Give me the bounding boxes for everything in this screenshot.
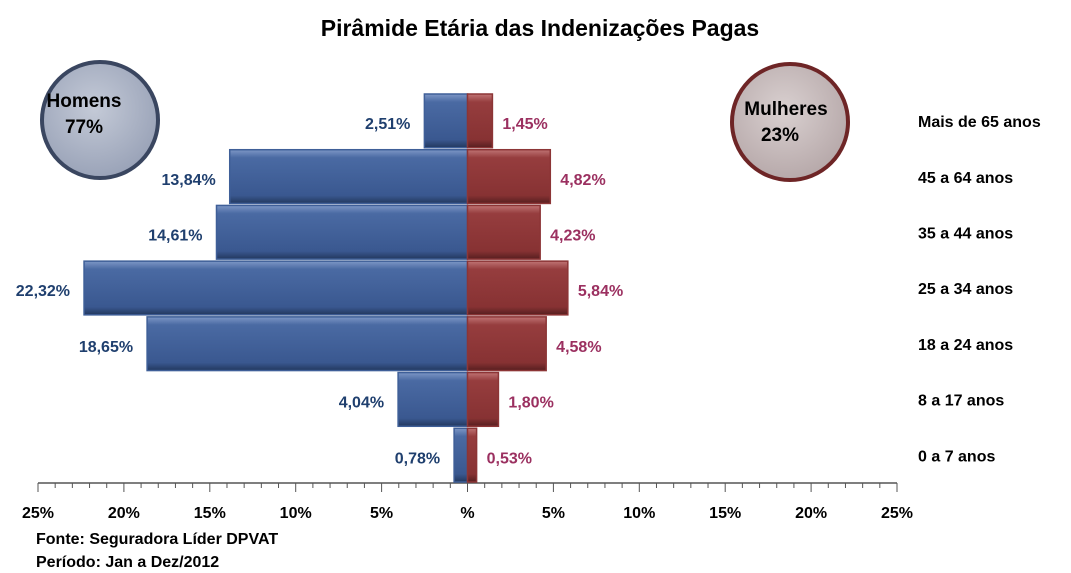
chart-title: Pirâmide Etária das Indenizações Pagas [321,15,759,41]
x-tick-label: % [460,505,474,522]
value-label: 13,84% [161,172,215,189]
period: Período: Jan a Dez/2012 [36,554,219,571]
value-label: 5,84% [578,283,623,300]
x-tick-label: 10% [280,505,312,522]
share-value: 23% [761,125,799,146]
x-tick-label: 15% [194,505,226,522]
value-label: 4,23% [550,228,595,245]
category-label: 25 a 34 anos [918,281,1013,298]
category-label: 45 a 64 anos [918,170,1013,187]
category-label: Mais de 65 anos [918,114,1041,131]
x-tick-label: 15% [709,505,741,522]
bar [466,260,569,316]
x-tick-label: 10% [623,505,655,522]
bar [466,427,478,483]
bar [228,148,469,205]
category-label: 35 a 44 anos [918,226,1013,243]
value-label: 4,04% [339,395,384,412]
share-name: Mulheres [744,99,827,120]
bar [453,427,469,483]
value-label: 1,80% [508,395,553,412]
bar [423,93,469,149]
bar [466,148,552,205]
x-tick-label: 20% [108,505,140,522]
x-tick-label: 5% [542,505,565,522]
bar [397,371,469,428]
bar [466,204,541,260]
value-label: 18,65% [79,339,133,356]
share-name: Homens [47,91,122,112]
bar [466,316,547,372]
value-label: 22,32% [16,283,70,300]
category-label: 0 a 7 anos [918,448,995,465]
value-label: 4,58% [556,339,601,356]
x-tick-label: 20% [795,505,827,522]
category-label: 8 a 17 anos [918,393,1004,410]
share-circle [40,60,160,180]
share-value: 77% [65,117,103,138]
x-tick-label: 25% [22,505,54,522]
value-label: 0,78% [395,450,440,467]
category-label: 18 a 24 anos [918,337,1013,354]
value-label: 14,61% [148,228,202,245]
bar [466,371,500,428]
value-label: 0,53% [487,450,532,467]
value-label: 1,45% [502,116,547,133]
x-tick-label: 5% [370,505,393,522]
bar [83,260,469,316]
bar [466,93,494,149]
x-tick-label: 25% [881,505,913,522]
share-circle [730,62,850,182]
value-label: 4,82% [560,172,605,189]
source: Fonte: Seguradora Líder DPVAT [36,531,278,548]
value-label: 2,51% [365,116,410,133]
bar [146,316,469,372]
bar [215,204,469,260]
